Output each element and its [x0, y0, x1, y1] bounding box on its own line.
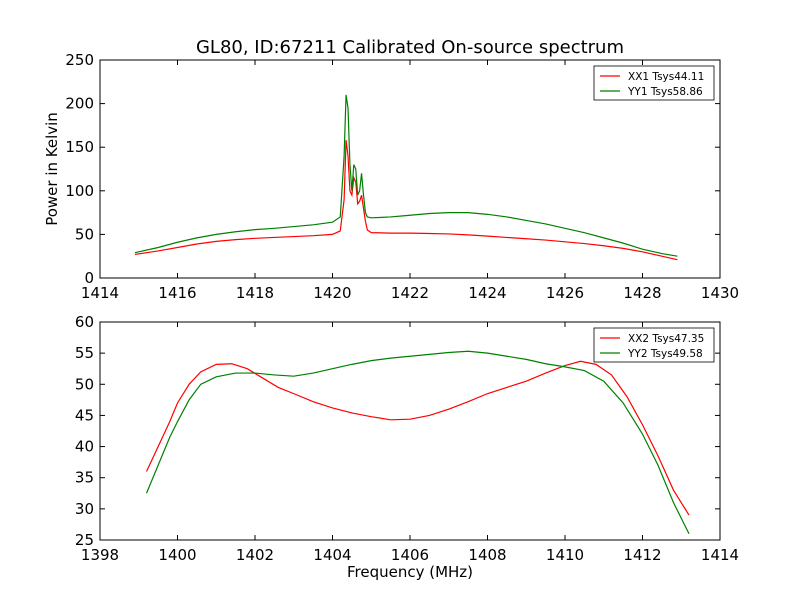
x-tick-label: 1422	[391, 284, 429, 302]
legend-box	[593, 327, 715, 363]
x-tick-label: 1400	[158, 546, 196, 564]
y-tick-label: 50	[75, 375, 94, 393]
y-tick-label: 35	[75, 469, 94, 487]
chart-panel-2: 1398 1400 1402 1404 1406 1408 1410 1412 1414 25 30…	[75, 313, 739, 581]
x-tick-label: 1404	[313, 546, 351, 564]
legend-label: XX1 Tsys44.11	[628, 71, 704, 83]
y-tick-label: 55	[75, 344, 94, 362]
x-tick-label: 1414	[701, 546, 739, 564]
legend: XX2 Tsys47.35 YY2 Tsys49.58	[593, 327, 715, 363]
y-tick-label: 30	[75, 500, 94, 518]
x-tick-label: 1406	[391, 546, 429, 564]
y-tick-label: 40	[75, 438, 94, 456]
y-tick-label: 60	[75, 313, 94, 331]
y-tick-label: 45	[75, 406, 94, 424]
x-tick-label: 1408	[468, 546, 506, 564]
x-tick-label: 1410	[546, 546, 584, 564]
y-tick-label: 0	[84, 269, 94, 287]
y-tick-label: 25	[75, 531, 94, 549]
y-tick-label: 250	[65, 51, 94, 69]
series-line-1	[134, 140, 678, 261]
x-tick-label: 1424	[468, 284, 506, 302]
x-tick-label: 1428	[623, 284, 661, 302]
chart-title: GL80, ID:67211 Calibrated On-source spec…	[196, 37, 624, 58]
y-axis-label: Power in Kelvin	[43, 112, 61, 226]
legend-label: YY2 Tsys49.58	[627, 348, 703, 360]
x-tick-label: 1398	[81, 546, 119, 564]
series-line-1	[145, 360, 690, 516]
legend-label: XX2 Tsys47.35	[628, 333, 704, 345]
series-line-2	[134, 94, 678, 257]
legend-box	[593, 65, 715, 101]
series-line-2	[145, 350, 690, 535]
legend: XX1 Tsys44.11 YY1 Tsys58.86	[593, 65, 715, 101]
y-tick-label: 100	[65, 182, 94, 200]
legend-label: YY1 Tsys58.86	[627, 86, 703, 98]
y-tick-label: 200	[65, 95, 94, 113]
x-tick-label: 1414	[81, 284, 119, 302]
y-tick-label: 150	[65, 138, 94, 156]
x-tick-label: 1430	[701, 284, 739, 302]
x-tick-label: 1402	[236, 546, 274, 564]
x-tick-label: 1418	[236, 284, 274, 302]
x-tick-label: 1412	[623, 546, 661, 564]
x-tick-label: 1426	[546, 284, 584, 302]
y-tick-label: 50	[75, 225, 94, 243]
x-tick-label: 1416	[158, 284, 196, 302]
x-tick-label: 1420	[313, 284, 351, 302]
x-axis-label: Frequency (MHz)	[347, 563, 473, 581]
chart-panel-1: 1414 1416 1418 1420 1422 1424 1426 1428 1430 0 50 1…	[43, 51, 739, 302]
